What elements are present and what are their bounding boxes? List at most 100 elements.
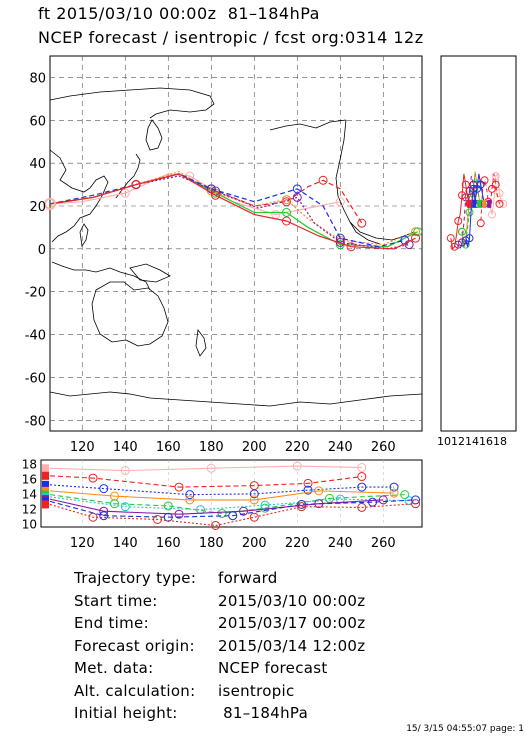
height-trace-marker bbox=[174, 509, 184, 519]
height-trace-marker bbox=[206, 463, 216, 473]
info-label: Met. data: bbox=[74, 659, 154, 677]
info-label: Initial height: bbox=[74, 704, 178, 722]
side-trace-marker bbox=[488, 184, 496, 193]
trajectory-marker bbox=[357, 218, 367, 228]
height-trace-marker bbox=[120, 502, 130, 512]
map-x-ticks: 120 140 160 180 200 220 240 260 bbox=[70, 440, 396, 455]
height-trace-marker bbox=[163, 512, 173, 522]
side-trace-line bbox=[450, 173, 470, 250]
height-trace-marker bbox=[249, 489, 259, 499]
info-value: 2015/03/10 00:00z bbox=[218, 591, 366, 610]
map-x-tick-label: 180 bbox=[199, 440, 224, 455]
height-trace-marker bbox=[314, 486, 324, 496]
height-trace-marker bbox=[249, 512, 259, 522]
height-start-marker bbox=[42, 464, 49, 473]
height-trace-marker bbox=[303, 478, 313, 488]
height-trace-marker bbox=[378, 495, 388, 505]
coastline-siberia bbox=[49, 87, 215, 119]
side-trace-line bbox=[487, 172, 504, 215]
map-x-tick-label: 240 bbox=[328, 440, 353, 455]
height-trace-line bbox=[49, 465, 362, 472]
height-trace-marker bbox=[120, 466, 130, 476]
map-y-tick-label: 40 bbox=[29, 157, 46, 172]
height-trace-line bbox=[49, 484, 395, 496]
height-trace-marker bbox=[357, 502, 367, 512]
side-trace-marker bbox=[488, 210, 496, 219]
height-trace-marker bbox=[357, 482, 367, 492]
trajectory-marker bbox=[411, 227, 421, 237]
trajectory-line bbox=[49, 173, 405, 248]
height-y-tick-label: 10 bbox=[22, 518, 37, 532]
height-trace-marker bbox=[249, 495, 259, 505]
trajectory-marker bbox=[413, 227, 423, 237]
map-x-tick-label: 140 bbox=[113, 440, 138, 455]
trajectory-line bbox=[49, 173, 341, 216]
height-trace-line bbox=[49, 499, 416, 518]
info-label: Start time: bbox=[74, 591, 158, 610]
side-trace-marker bbox=[458, 191, 466, 200]
height-x-tick-label: 220 bbox=[285, 536, 310, 551]
trajectory-marker bbox=[318, 175, 328, 185]
info-value: forward bbox=[218, 569, 278, 587]
info-value: NCEP forecast bbox=[218, 659, 328, 677]
side-start-block bbox=[472, 199, 477, 208]
map-y-tick-label: -60 bbox=[25, 371, 46, 386]
map-y-tick-label: -40 bbox=[25, 329, 46, 344]
coastline-philippines bbox=[79, 223, 89, 248]
coastline-kamchatka bbox=[145, 119, 163, 151]
height-start-marker bbox=[42, 471, 49, 480]
coastline-new-guinea bbox=[129, 263, 171, 283]
side-trace-marker bbox=[454, 217, 463, 225]
height-trace-line bbox=[49, 494, 405, 515]
height-trace-marker bbox=[303, 485, 313, 495]
map-y-tick-label: 60 bbox=[29, 114, 46, 129]
info-value: 81–184hPa bbox=[218, 704, 309, 722]
map-y-tick-label: 20 bbox=[29, 200, 46, 215]
height-trace-marker bbox=[400, 490, 410, 500]
side-trace-marker bbox=[495, 199, 504, 208]
map-y-tick-label: 80 bbox=[29, 71, 46, 86]
map-x-tick-label: 160 bbox=[156, 440, 181, 455]
side-height-panel: 1012141618 bbox=[437, 55, 517, 448]
side-panel-traces bbox=[446, 171, 508, 251]
height-start-marker bbox=[42, 500, 49, 509]
map-y-ticks: 80 60 40 20 0 -20 -40 -60 -80 bbox=[25, 71, 46, 429]
trajectory-marker bbox=[335, 197, 345, 207]
map-grid bbox=[50, 56, 422, 431]
side-panel-x-ticks: 1012141618 bbox=[437, 435, 507, 448]
height-trace-marker bbox=[174, 482, 184, 492]
side-trace-marker bbox=[446, 234, 455, 243]
side-trace-marker bbox=[495, 189, 504, 198]
side-trace-line bbox=[461, 173, 482, 248]
map-y-tick-label: 0 bbox=[38, 243, 46, 258]
height-x-tick-label: 120 bbox=[70, 536, 95, 551]
side-start-block bbox=[467, 199, 472, 208]
trajectory-marker bbox=[131, 180, 141, 190]
map-x-tick-label: 220 bbox=[285, 440, 310, 455]
trajectory-marker bbox=[282, 216, 292, 226]
height-x-tick-label: 180 bbox=[199, 536, 224, 551]
coastline-new-zealand bbox=[195, 328, 207, 357]
trajectory-marker bbox=[292, 184, 302, 194]
height-trace-line bbox=[49, 475, 362, 488]
info-label: Trajectory type: bbox=[74, 569, 197, 587]
height-x-tick-label: 240 bbox=[328, 536, 353, 551]
height-y-tick-label: 18 bbox=[22, 458, 37, 472]
height-trace-marker bbox=[99, 484, 109, 494]
trajectory-marker bbox=[404, 240, 414, 250]
page-footer: 15/ 3/15 04:55:07 page: 1 bbox=[406, 724, 524, 734]
height-trace-marker bbox=[153, 514, 163, 524]
info-label: Alt. calculation: bbox=[74, 681, 196, 700]
coastline-asia bbox=[49, 149, 109, 243]
height-x-tick-label: 260 bbox=[371, 536, 396, 551]
height-trace-marker bbox=[325, 493, 335, 503]
trajectory-marker bbox=[282, 207, 292, 217]
height-trace-marker bbox=[297, 502, 307, 512]
height-x-ticks: 120 140 160 180 200 220 240 260 bbox=[70, 536, 396, 551]
height-trace-marker bbox=[185, 490, 195, 500]
trajectory-line bbox=[49, 173, 416, 250]
map-y-tick-label: -20 bbox=[25, 286, 46, 301]
map-x-tick-label: 120 bbox=[70, 440, 95, 455]
